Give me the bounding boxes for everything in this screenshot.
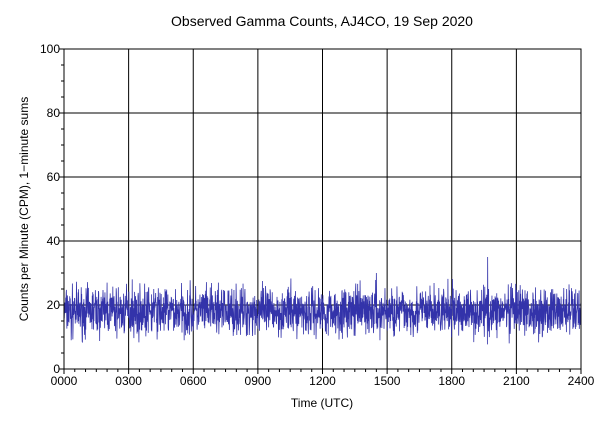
series-layer — [63, 256, 582, 345]
y-tick-label: 80 — [47, 106, 61, 120]
x-tick-label: 0000 — [51, 374, 78, 388]
x-tick-label: 2100 — [503, 374, 530, 388]
x-tick-label: 2400 — [568, 374, 595, 388]
y-tick-label: 100 — [40, 42, 60, 56]
x-tick-label: 1200 — [309, 374, 336, 388]
series-line — [63, 256, 582, 345]
y-tick-label: 0 — [53, 362, 60, 376]
chart-title: Observed Gamma Counts, AJ4CO, 19 Sep 202… — [171, 13, 473, 29]
x-tick-label: 0300 — [115, 374, 142, 388]
y-axis: 0 20 40 60 80 100 — [40, 42, 64, 376]
x-tick-label: 1800 — [438, 374, 465, 388]
x-axis-label: Time (UTC) — [291, 396, 353, 410]
y-axis-label: Counts per Minute (CPM), 1−minute sums — [17, 97, 31, 321]
x-tick-label: 0900 — [245, 374, 272, 388]
y-tick-label: 60 — [47, 170, 61, 184]
grid — [64, 49, 581, 369]
y-tick-label: 20 — [47, 298, 61, 312]
y-tick-label: 40 — [47, 234, 61, 248]
x-axis: 0000 0300 0600 0900 1200 1500 1800 2100 2400 — [51, 369, 595, 388]
x-tick-label: 0600 — [180, 374, 207, 388]
x-tick-label: 1500 — [374, 374, 401, 388]
